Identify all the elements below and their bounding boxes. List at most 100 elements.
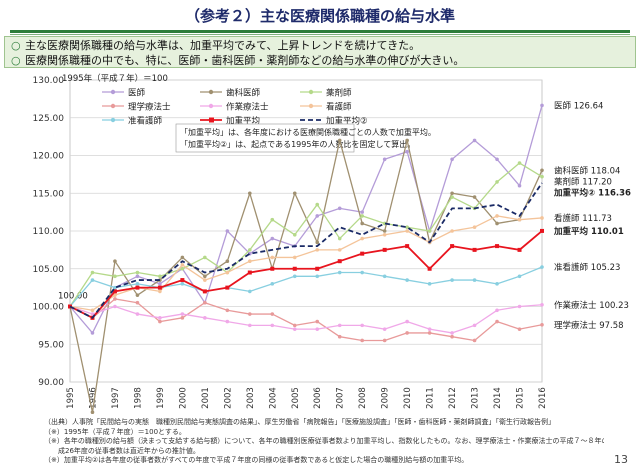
data-point xyxy=(517,161,522,165)
data-point xyxy=(158,282,162,286)
data-point xyxy=(90,312,95,316)
data-point xyxy=(472,138,477,143)
data-point xyxy=(540,174,544,179)
salary-index-chart: 90.00 95.00 100.00 105.00 110.00 115.00 120.00… xyxy=(33,73,631,415)
data-point xyxy=(495,157,499,162)
x-tick-label: 2007 xyxy=(336,387,346,409)
data-point xyxy=(337,248,342,252)
y-tick-label: 130.00 xyxy=(33,76,65,86)
legend-marker xyxy=(308,103,314,109)
legend-label: 作業療法士 xyxy=(226,102,269,113)
data-point xyxy=(113,297,117,301)
data-point xyxy=(315,319,320,324)
series-line xyxy=(69,230,543,319)
data-point xyxy=(427,331,432,335)
data-point xyxy=(248,289,252,294)
data-point xyxy=(270,282,275,286)
data-point xyxy=(315,202,320,207)
data-point xyxy=(405,138,409,143)
summary-box: ○ 主な医療関係職種の給与水準は、加重平均でみて、上昇トレンドを続けてきた。 ○ 医… xyxy=(4,36,636,68)
y-tick-label: 115.00 xyxy=(33,189,65,199)
data-point xyxy=(382,232,387,237)
data-point xyxy=(472,278,477,282)
data-point xyxy=(540,228,544,233)
data-point xyxy=(135,293,140,297)
data-point xyxy=(450,331,454,335)
legend-label: 准看護師 xyxy=(128,116,163,127)
bullet-circle-icon: ○ xyxy=(11,39,21,52)
legend-label: 理学療法士 xyxy=(128,102,171,113)
page-number: 13 xyxy=(614,453,628,466)
data-point xyxy=(405,278,409,282)
data-point xyxy=(270,255,275,260)
data-point xyxy=(225,308,230,313)
data-point xyxy=(495,282,499,286)
data-point xyxy=(360,210,364,214)
data-point xyxy=(495,180,499,184)
data-point xyxy=(517,247,522,252)
annotation-text: 「加重平均②」は、起点である1995年の人数比を固定して算出。 xyxy=(180,139,415,149)
data-point xyxy=(113,274,117,279)
data-point xyxy=(292,274,297,279)
data-point xyxy=(382,338,387,343)
footnote-source: （出典）人事院「民間給与の実態 職種別民間給与実態調査の結果」、厚生労働省「病院… xyxy=(44,418,555,426)
legend-label: 歯科医師 xyxy=(226,88,261,99)
data-point xyxy=(472,195,477,199)
data-point xyxy=(225,285,230,290)
x-tick-label: 2000 xyxy=(178,387,188,409)
data-point xyxy=(540,216,544,220)
data-point xyxy=(517,327,522,331)
data-point xyxy=(337,138,342,143)
x-tick-label: 2015 xyxy=(516,387,526,409)
data-point xyxy=(360,251,365,256)
end-value-label: 歯科医師 118.04 xyxy=(554,165,620,176)
annotation-box xyxy=(175,123,355,153)
data-point xyxy=(248,312,252,316)
data-point xyxy=(180,278,185,283)
data-point xyxy=(135,270,140,275)
data-point xyxy=(337,206,342,211)
end-value-label: 理学療法士 97.58 xyxy=(554,320,624,331)
footnote-method: （※）各年の職種別の給与額（決まって支給する給与額）について、各年の職種別医療従… xyxy=(44,437,604,445)
data-point xyxy=(270,323,275,328)
data-point xyxy=(450,278,454,282)
legend-label: 看護師 xyxy=(326,102,352,113)
data-point xyxy=(517,274,522,279)
summary-bullet: ○ 医療関係職種の中でも、特に、医師・歯科医師・薬剤師などの給与水準の伸びが大きい… xyxy=(11,53,629,68)
y-tick-label: 125.00 xyxy=(33,114,65,124)
y-tick-label: 105.00 xyxy=(33,265,65,275)
data-point xyxy=(225,319,230,324)
data-point xyxy=(405,225,409,230)
data-point xyxy=(472,323,477,328)
x-tick-label: 2014 xyxy=(493,387,503,409)
data-point xyxy=(90,270,95,275)
x-tick-label: 2005 xyxy=(291,387,301,409)
data-point xyxy=(405,149,409,154)
data-point xyxy=(382,274,387,279)
footnote-method-cont: 成26年度の従事者数は直近年からの推計値。 xyxy=(44,446,200,455)
footnote-base: （※）1995年（平成７年度）＝100とする。 xyxy=(44,427,186,436)
data-point xyxy=(360,338,364,343)
summary-text: 主な医療関係職種の給与水準は、加重平均でみて、上昇トレンドを続けてきた。 xyxy=(25,39,421,52)
data-point xyxy=(337,270,342,275)
data-point xyxy=(113,293,117,297)
series-line xyxy=(69,215,543,311)
data-point xyxy=(495,308,499,313)
data-point xyxy=(360,214,364,218)
annotation-text: 「加重平均」は、各年度における医療関係職種ごとの人数で加重平均。 xyxy=(180,127,436,137)
legend-marker xyxy=(110,103,116,109)
data-point xyxy=(135,285,140,290)
data-point xyxy=(450,334,454,339)
data-point xyxy=(203,274,207,279)
data-point xyxy=(292,323,297,328)
series-line xyxy=(69,266,543,307)
end-value-label: 作業療法士 100.23 xyxy=(554,300,629,311)
end-value-label: 薬剤師 117.20 xyxy=(554,176,612,187)
data-point xyxy=(540,103,544,108)
data-point xyxy=(540,322,544,327)
x-tick-label: 2006 xyxy=(313,387,323,409)
data-point xyxy=(202,289,207,294)
data-point xyxy=(225,229,230,233)
data-point xyxy=(292,255,297,260)
data-point xyxy=(427,229,432,233)
